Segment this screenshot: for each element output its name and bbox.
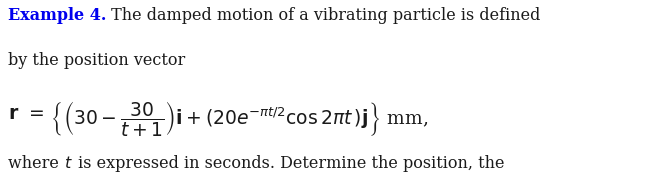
Text: by the position vector: by the position vector bbox=[8, 52, 185, 69]
Text: $t$: $t$ bbox=[64, 155, 73, 172]
Text: $\left\{\left(30-\dfrac{30}{t+1}\right)\mathbf{i}+\left(20e^{-\pi t/2}\cos 2\pi : $\left\{\left(30-\dfrac{30}{t+1}\right)\… bbox=[50, 99, 428, 138]
Text: $\mathbf{r}$: $\mathbf{r}$ bbox=[8, 105, 19, 123]
Text: is expressed in seconds. Determine the position, the: is expressed in seconds. Determine the p… bbox=[73, 155, 504, 172]
Text: Example 4.: Example 4. bbox=[8, 7, 106, 24]
Text: $=$: $=$ bbox=[19, 105, 50, 123]
Text: where: where bbox=[8, 155, 64, 172]
Text: The damped motion of a vibrating particle is defined: The damped motion of a vibrating particl… bbox=[106, 7, 541, 24]
Text: Example 4. The damped motion of a vibrating particle is defined: Example 4. The damped motion of a vibrat… bbox=[8, 7, 533, 24]
